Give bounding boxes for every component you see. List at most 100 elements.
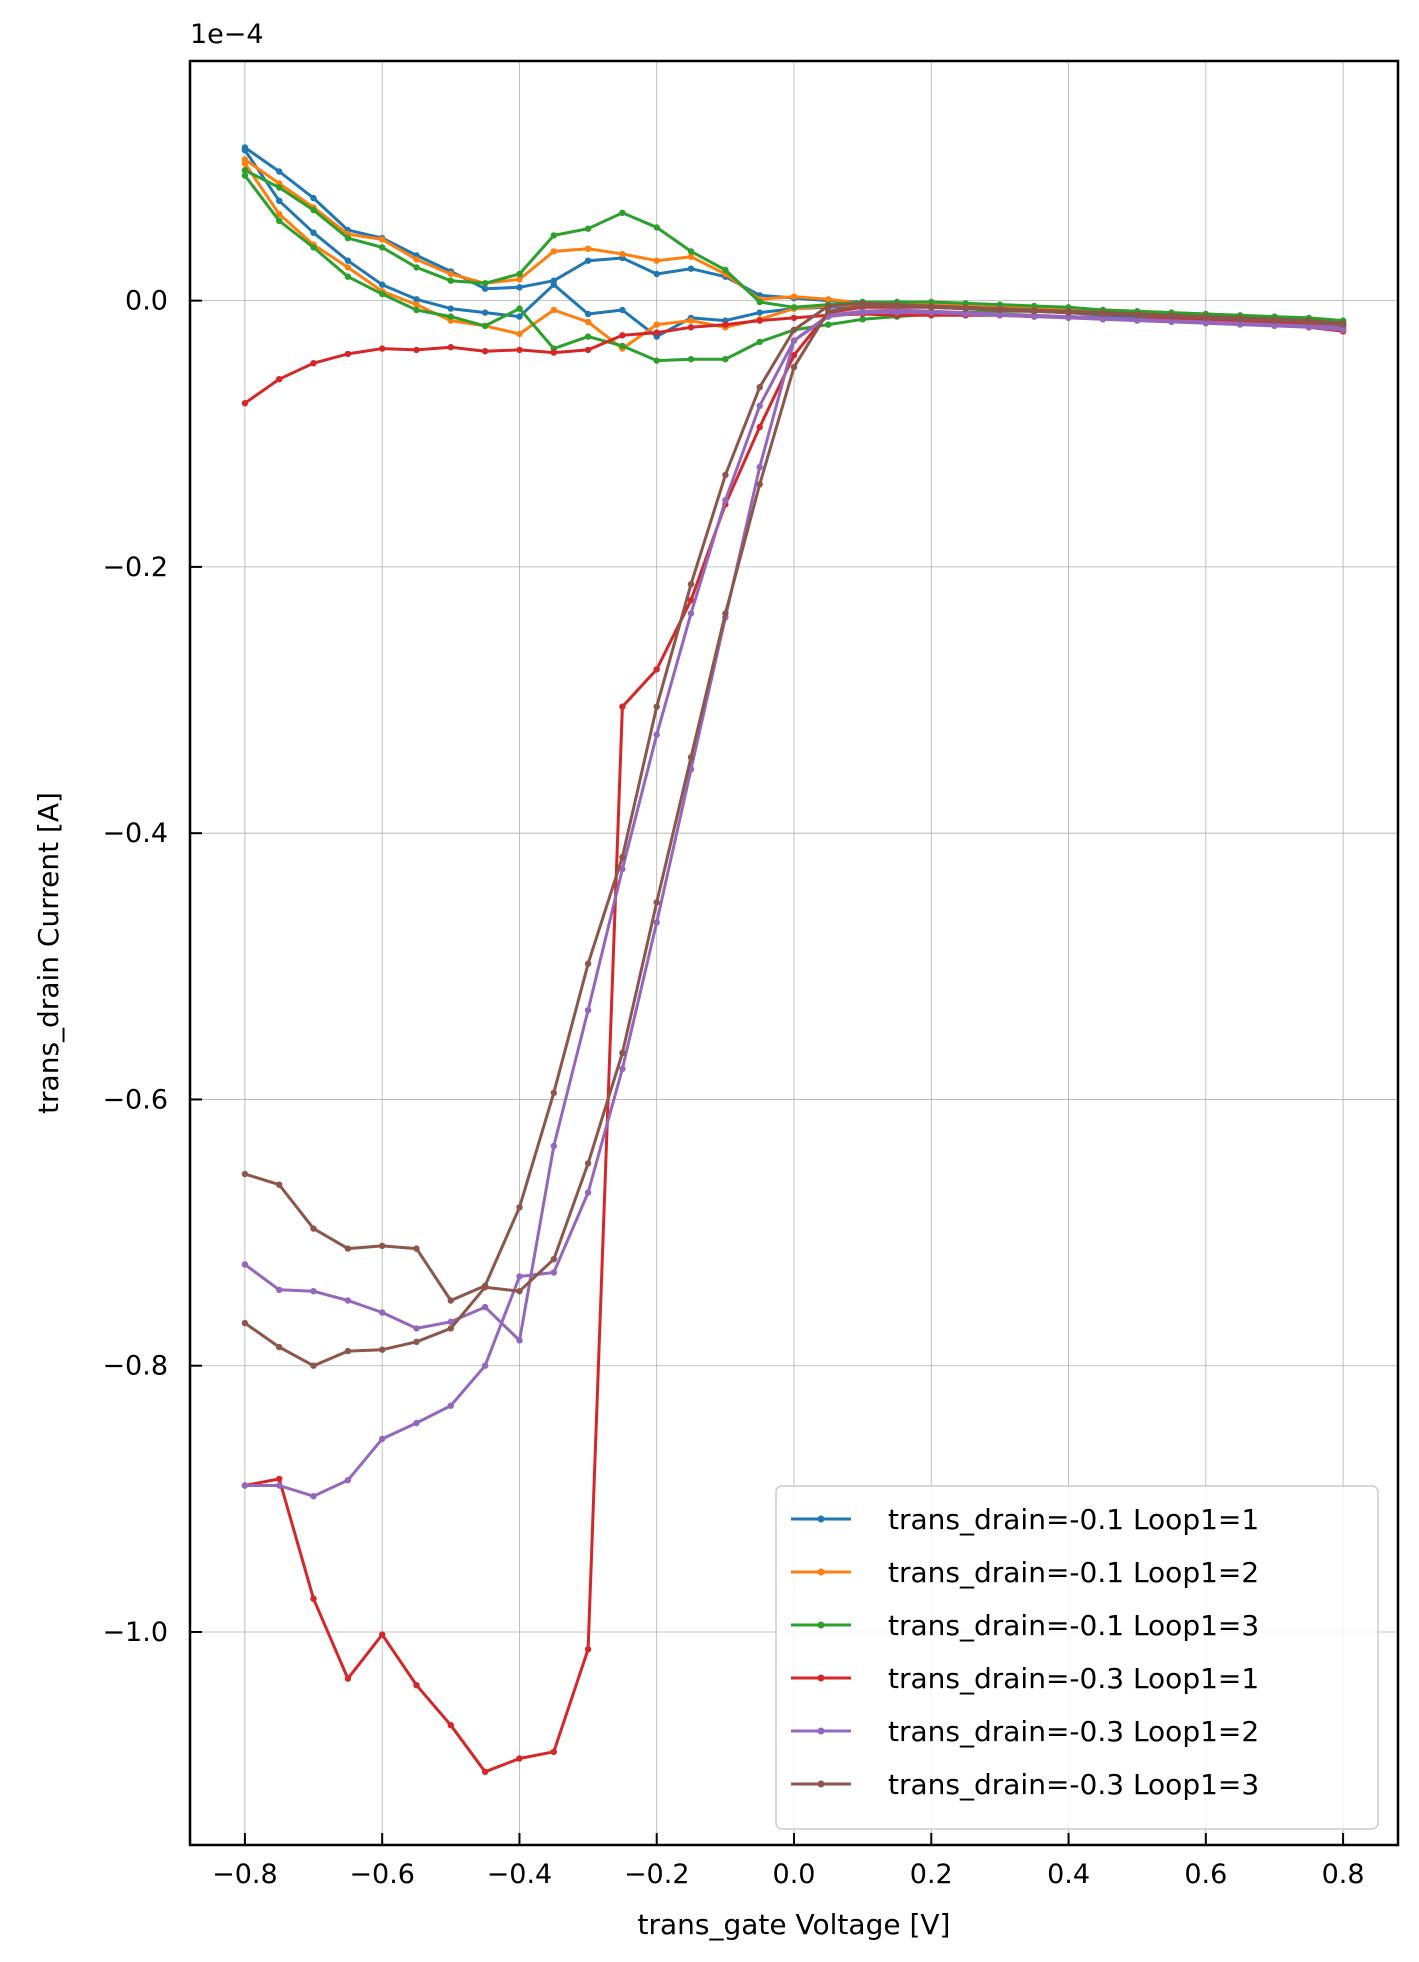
data-point <box>584 225 592 232</box>
data-point <box>653 899 660 906</box>
data-point <box>516 1204 523 1211</box>
data-point <box>344 257 352 264</box>
data-point <box>379 244 386 251</box>
data-point <box>550 1142 557 1150</box>
data-point <box>550 1748 557 1756</box>
data-point <box>790 314 798 322</box>
data-point <box>619 306 626 314</box>
data-point <box>447 305 454 312</box>
data-point <box>790 352 798 359</box>
data-point <box>962 305 969 312</box>
data-point <box>413 1338 420 1346</box>
data-point <box>276 1475 283 1483</box>
data-point <box>584 245 592 252</box>
x-tick-label: 0.6 <box>1184 1859 1227 1890</box>
data-point <box>790 364 798 371</box>
data-point <box>859 316 866 323</box>
data-point <box>241 1319 249 1327</box>
data-point <box>1031 308 1038 315</box>
data-point <box>584 318 592 326</box>
data-point <box>379 281 386 288</box>
data-point <box>1236 316 1244 323</box>
data-point <box>276 376 283 383</box>
data-point <box>653 224 660 231</box>
data-point <box>447 344 454 351</box>
legend-label: trans_drain=-0.1 Loop1=1 <box>888 1503 1259 1536</box>
legend-item: trans_drain=-0.3 Loop1=2 <box>791 1715 1259 1748</box>
data-point <box>619 250 626 258</box>
data-point <box>722 471 729 479</box>
data-point <box>344 234 352 242</box>
data-point <box>687 754 695 761</box>
data-point <box>1339 321 1347 328</box>
legend-marker <box>817 1515 825 1523</box>
data-point <box>310 1493 317 1500</box>
data-point <box>447 270 454 278</box>
data-point <box>1168 313 1175 320</box>
data-point <box>379 1242 386 1250</box>
x-tick-label: 0.0 <box>773 1859 816 1890</box>
data-point <box>379 236 386 243</box>
legend-item: trans_drain=-0.3 Loop1=3 <box>791 1768 1259 1801</box>
data-point <box>516 1288 523 1295</box>
data-point <box>481 285 489 292</box>
data-point <box>584 1160 592 1167</box>
data-point <box>653 731 660 738</box>
y-tick-label: −0.4 <box>102 818 168 849</box>
data-point <box>481 1284 489 1291</box>
data-point <box>825 308 832 315</box>
data-point <box>619 703 626 710</box>
data-point <box>756 298 763 306</box>
data-point <box>722 321 729 328</box>
data-point <box>379 1346 386 1353</box>
data-point <box>413 1682 420 1689</box>
data-point <box>413 306 420 314</box>
data-point <box>516 330 523 338</box>
data-point <box>276 1286 283 1294</box>
data-point <box>447 1318 454 1326</box>
data-point <box>619 1049 626 1057</box>
data-point <box>756 317 763 324</box>
data-point <box>790 337 798 344</box>
data-point <box>379 1309 386 1316</box>
data-point <box>310 244 317 251</box>
data-point <box>859 308 866 315</box>
data-point <box>619 332 626 339</box>
data-point <box>276 1482 283 1489</box>
data-point <box>550 281 557 288</box>
data-point <box>653 357 660 364</box>
data-point <box>653 270 660 278</box>
x-axis-label: trans_gate Voltage [V] <box>638 1908 951 1941</box>
data-point <box>1271 317 1278 324</box>
data-point <box>516 276 523 283</box>
data-point <box>241 400 249 407</box>
legend-item: trans_drain=-0.1 Loop1=3 <box>791 1609 1259 1642</box>
data-point <box>413 1419 420 1427</box>
data-point <box>687 253 695 260</box>
data-point <box>516 1337 523 1344</box>
data-point <box>379 345 386 352</box>
data-point <box>481 1768 489 1776</box>
data-point <box>241 1482 249 1489</box>
data-point <box>344 1347 352 1355</box>
data-point <box>310 1595 317 1602</box>
data-point <box>790 293 798 300</box>
data-point <box>344 350 352 358</box>
data-point <box>756 463 763 471</box>
y-tick-label: −0.2 <box>102 552 168 583</box>
data-point <box>241 160 249 167</box>
data-point <box>687 356 695 363</box>
data-point <box>653 257 660 264</box>
y-tick-label: −0.6 <box>102 1084 168 1115</box>
data-point <box>413 1325 420 1332</box>
data-point <box>344 1297 352 1304</box>
data-point <box>653 919 660 926</box>
data-point <box>893 302 901 310</box>
axis-ticks: −0.8 −0.6 −0.4 −0.2 0.0 0.2 0.4 0.6 0.8 0.0 −0.2 −0… <box>102 286 1364 1890</box>
data-point <box>310 1362 317 1369</box>
data-point <box>447 313 454 320</box>
data-point <box>790 326 798 334</box>
data-point <box>241 147 249 154</box>
data-point <box>722 610 729 617</box>
data-point <box>756 481 763 488</box>
